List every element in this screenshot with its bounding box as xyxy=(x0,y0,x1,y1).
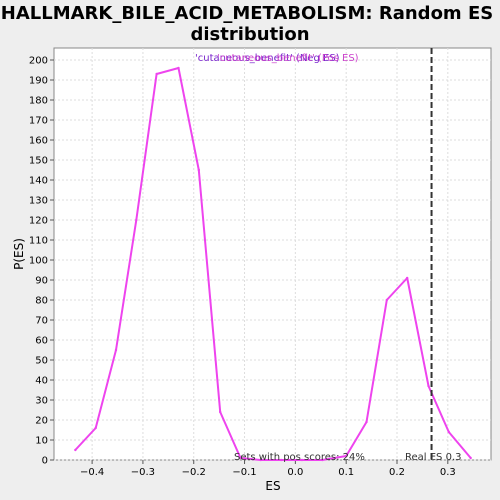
series-layer xyxy=(74,66,472,462)
y-tick-label: 110 xyxy=(29,236,48,247)
legend-entry-neg: 'cutaneous_benefit' (Neg ES) xyxy=(195,53,340,64)
data-point xyxy=(218,410,222,414)
y-tick-label: 150 xyxy=(29,156,48,167)
x-tick-label: −0.2 xyxy=(182,467,206,478)
data-point xyxy=(469,456,472,460)
series-line xyxy=(74,67,472,461)
data-point xyxy=(365,420,368,424)
data-point xyxy=(94,426,97,430)
y-tick-label: 200 xyxy=(29,56,48,67)
data-point xyxy=(239,456,242,460)
y-axis-label: P(ES) xyxy=(12,238,26,270)
legend-entry-pos: 'cutaneous_benefit' (Pos ES) xyxy=(217,53,359,64)
x-tick-label: −0.3 xyxy=(131,467,155,478)
y-tick-label: 80 xyxy=(35,296,48,307)
x-tick-label: 0.0 xyxy=(287,467,303,478)
data-point xyxy=(197,168,201,172)
data-point xyxy=(427,384,430,388)
data-point xyxy=(385,298,389,302)
x-tick-label: 0.2 xyxy=(389,467,405,478)
y-tick-label: 20 xyxy=(35,416,48,427)
y-tick-label: 30 xyxy=(35,396,48,407)
data-point xyxy=(300,458,304,462)
x-tick-label: −0.1 xyxy=(232,467,256,478)
y-tick-label: 120 xyxy=(29,216,48,227)
data-point xyxy=(279,458,283,462)
y-tick-label: 130 xyxy=(29,196,48,207)
data-point xyxy=(447,430,451,434)
chart-title-line2: distribution xyxy=(190,24,309,45)
data-point xyxy=(321,458,324,462)
plot-area xyxy=(53,47,492,461)
chart-title-line1: HALLMARK_BILE_ACID_METABOLISM: Random ES xyxy=(1,3,493,24)
y-tick-label: 10 xyxy=(35,436,48,447)
data-point xyxy=(405,276,409,280)
data-point xyxy=(74,448,77,452)
y-tick-label: 40 xyxy=(35,376,48,387)
x-tick-label: −0.4 xyxy=(80,467,104,478)
data-point xyxy=(344,454,348,458)
y-tick-label: 60 xyxy=(35,336,48,347)
x-axis: −0.4 −0.3 −0.2 −0.1 0.0 0.1 0.2 0.3 xyxy=(80,460,456,478)
x-axis-label: ES xyxy=(265,479,280,493)
y-tick-label: 160 xyxy=(29,136,48,147)
data-point xyxy=(259,458,263,462)
y-tick-label: 190 xyxy=(29,76,48,87)
x-tick-label: 0.1 xyxy=(338,467,354,478)
pos-scores-annotation: Sets with pos scores: 24% xyxy=(234,452,365,463)
y-tick-label: 90 xyxy=(35,276,48,287)
data-point xyxy=(155,72,158,76)
y-tick-label: 50 xyxy=(35,356,48,367)
y-tick-label: 70 xyxy=(35,316,48,327)
y-tick-label: 170 xyxy=(29,116,48,127)
y-tick-label: 0 xyxy=(42,456,48,467)
x-tick-label: 0.3 xyxy=(440,467,456,478)
y-axis: 0 10 20 30 40 50 60 70 80 90 100 110 120 130 140 150 160… xyxy=(29,56,54,467)
y-tick-label: 180 xyxy=(29,96,48,107)
data-point xyxy=(135,218,138,222)
y-tick-label: 100 xyxy=(29,256,48,267)
grid-layer xyxy=(54,48,491,461)
data-point xyxy=(177,66,180,70)
y-tick-label: 140 xyxy=(29,176,48,187)
data-point xyxy=(114,348,118,352)
real-es-label: Real ES 0.3 xyxy=(405,452,461,463)
